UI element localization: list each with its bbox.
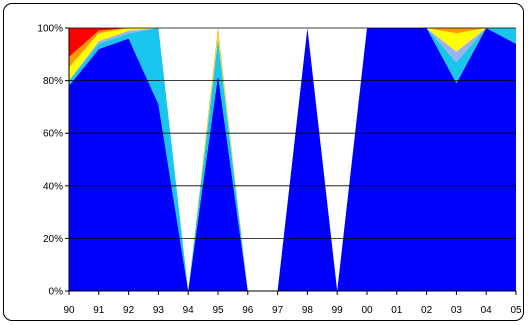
x-tick-label: 03 [451, 305, 463, 316]
area-series-1 [69, 28, 516, 291]
y-tick-label: 40% [43, 181, 63, 192]
y-tick-label: 60% [43, 129, 63, 140]
x-tick-label: 05 [510, 305, 522, 316]
x-tick-label: 04 [481, 305, 493, 316]
x-tick-label: 98 [302, 305, 314, 316]
x-tick-label: 96 [242, 305, 254, 316]
axes [65, 27, 517, 295]
x-tick-label: 01 [391, 305, 403, 316]
x-tick-label: 02 [421, 305, 433, 316]
area-series-group [69, 28, 516, 291]
x-tick-label: 94 [183, 305, 195, 316]
y-tick-label: 100% [37, 24, 63, 35]
x-tick-label: 92 [123, 305, 135, 316]
gridlines [69, 27, 516, 239]
y-tick-labels: 0% 20% 40% 60% 80% 100% [37, 24, 63, 298]
x-tick-label: 99 [332, 305, 344, 316]
x-tick-label: 91 [93, 305, 105, 316]
y-tick-label: 80% [43, 76, 63, 87]
x-tick-label: 00 [361, 305, 373, 316]
x-tick-label: 93 [153, 305, 165, 316]
x-tick-label: 97 [272, 305, 284, 316]
y-tick-label: 0% [49, 287, 64, 298]
y-tick-label: 20% [43, 234, 63, 245]
area-series-2 [69, 28, 516, 291]
x-tick-label: 95 [212, 305, 224, 316]
x-tick-label: 90 [63, 305, 75, 316]
x-tick-labels: 90 91 92 93 94 95 96 97 98 99 00 01 02 03 04 05 [63, 305, 522, 316]
